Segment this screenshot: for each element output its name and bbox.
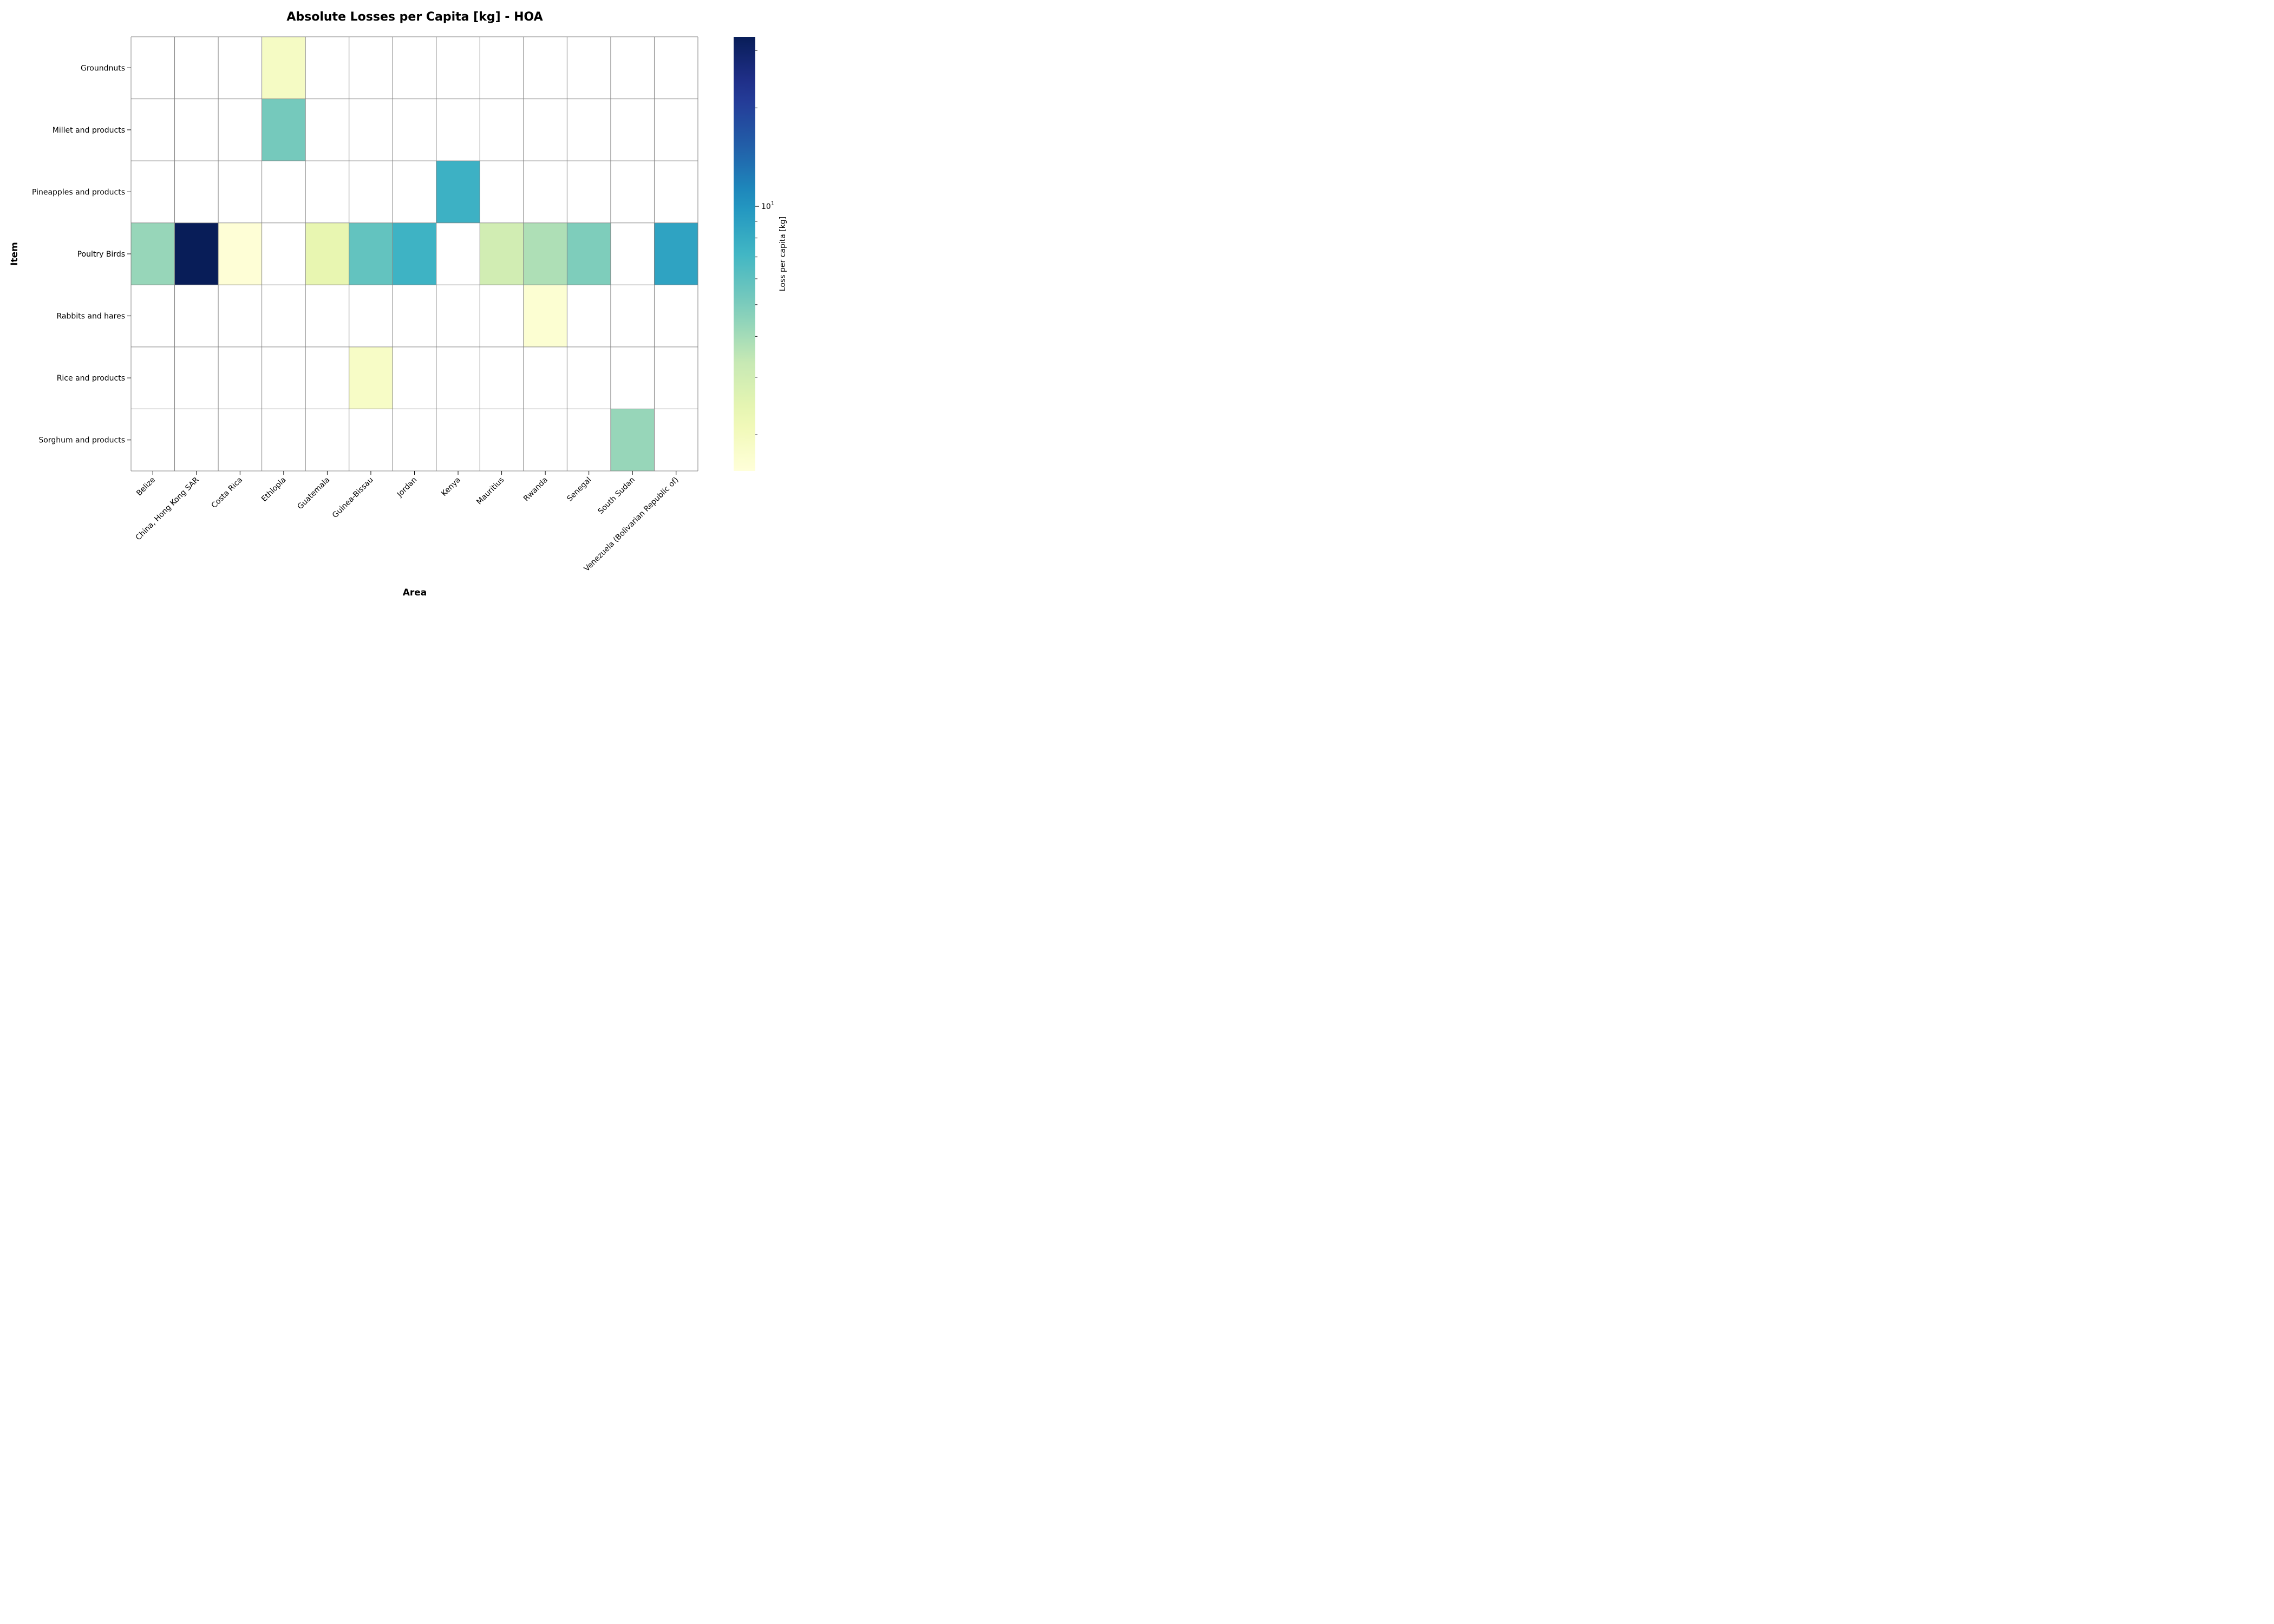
heatmap-chart: Absolute Losses per Capita [kg] - HOA Gr… <box>9 10 787 598</box>
heatmap-cell <box>218 222 262 285</box>
y-tick-label: Sorghum and products <box>38 436 125 445</box>
heatmap-cell <box>174 222 219 285</box>
colorbar-gradient <box>734 37 755 471</box>
colorbar: 101 Loss per capita [kg] <box>734 37 787 471</box>
y-tick-label: Rabbits and hares <box>57 312 126 321</box>
x-tick-label: Jordan <box>395 476 419 500</box>
heatmap-cell <box>393 222 436 285</box>
y-tick-label: Groundnuts <box>81 64 125 73</box>
y-axis: Groundnuts Millet and products Pineapples … <box>32 64 131 445</box>
y-tick-label: Poultry Birds <box>77 250 125 259</box>
colorbar-ticks: 101 <box>755 50 774 435</box>
y-tick-label: Pineapples and products <box>32 188 125 197</box>
x-tick-label: Venezuela (Bolivarian Republic of) <box>583 476 681 574</box>
x-tick-label: Guatemala <box>296 476 331 512</box>
x-tick-label: Ethiopia <box>260 476 288 504</box>
heatmap-cell <box>654 222 698 285</box>
heatmap-cell <box>349 346 393 409</box>
heatmap-cell <box>305 222 349 285</box>
y-axis-title: Item <box>9 242 20 266</box>
heatmap-cell <box>436 161 480 223</box>
x-tick-label: South Sudan <box>597 476 637 516</box>
heatmap-cell <box>610 409 655 471</box>
x-tick-label: Senegal <box>565 476 593 503</box>
x-tick-label: Guinea-Bissau <box>331 476 375 520</box>
x-tick-label: Mauritius <box>475 476 506 507</box>
heatmap-cell <box>131 222 175 285</box>
heatmap-figure: Absolute Losses per Capita [kg] - HOA Gr… <box>0 0 845 603</box>
heatmap-cell <box>567 222 611 285</box>
x-tick-label: Rwanda <box>522 476 550 503</box>
heatmap-cell <box>262 37 306 99</box>
heatmap-cell <box>262 99 306 161</box>
x-tick-label: Belize <box>135 476 157 498</box>
x-tick-label: Costa Rica <box>210 476 245 510</box>
heatmap-cell <box>523 222 567 285</box>
colorbar-tick-label: 101 <box>761 201 774 211</box>
heatmap-cells <box>131 37 698 471</box>
x-tick-label: Kenya <box>440 476 462 499</box>
x-axis-title: Area <box>403 587 427 598</box>
heatmap-cell <box>523 285 567 347</box>
y-tick-label: Rice and products <box>57 374 125 383</box>
heatmap-cell <box>349 222 393 285</box>
colorbar-label: Loss per capita [kg] <box>779 217 787 291</box>
heatmap-cell <box>480 222 524 285</box>
y-tick-label: Millet and products <box>53 126 125 135</box>
heatmap-grid <box>130 36 698 472</box>
chart-title: Absolute Losses per Capita [kg] - HOA <box>286 10 543 24</box>
